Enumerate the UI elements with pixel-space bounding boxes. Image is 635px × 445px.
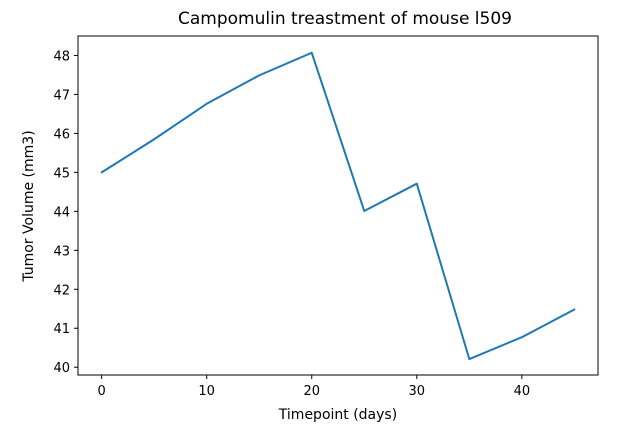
x-tick-label: 30 — [409, 384, 426, 399]
x-tick-label: 10 — [198, 384, 215, 399]
x-axis-label: Timepoint (days) — [278, 407, 397, 423]
y-tick-label: 48 — [53, 49, 70, 64]
y-tick-label: 47 — [53, 88, 70, 103]
x-tick-label: 20 — [303, 384, 320, 399]
y-axis-label: Tumor Volume (mm3) — [21, 130, 37, 282]
y-tick-label: 46 — [53, 127, 70, 142]
x-tick-label: 40 — [514, 384, 531, 399]
x-axis: 0 10 20 30 40 — [97, 375, 530, 399]
y-tick-label: 44 — [53, 205, 70, 220]
y-tick-label: 40 — [53, 361, 70, 376]
y-tick-label: 42 — [53, 283, 70, 298]
chart-title: Campomulin treastment of mouse l509 — [178, 9, 512, 29]
y-tick-label: 45 — [53, 166, 70, 181]
series-layer — [100, 51, 576, 361]
y-axis: 40 41 42 43 44 45 46 47 48 — [53, 49, 78, 376]
y-tick-label: 43 — [53, 244, 70, 259]
series-line — [100, 51, 576, 361]
y-tick-label: 41 — [53, 322, 70, 337]
x-tick-label: 0 — [97, 384, 105, 399]
plot-area-frame — [77, 35, 599, 376]
